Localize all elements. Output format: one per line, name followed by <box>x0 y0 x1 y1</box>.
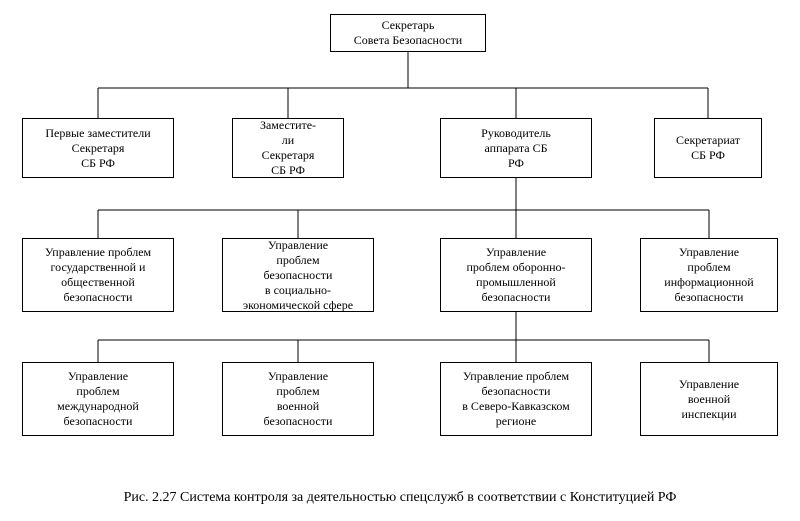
node-l3-2: Управление проблем военной безопасности <box>222 362 374 436</box>
node-l2-3: Управление проблем оборонно- промышленно… <box>440 238 592 312</box>
node-root: Секретарь Совета Безопасности <box>330 14 486 52</box>
node-l1-1: Первые заместители Секретаря СБ РФ <box>22 118 174 178</box>
node-l1-4: Секретариат СБ РФ <box>654 118 762 178</box>
node-l2-2: Управление проблем безопасности в социал… <box>222 238 374 312</box>
node-l1-2: Заместите- ли Секретаря СБ РФ <box>232 118 344 178</box>
node-l3-1: Управление проблем международной безопас… <box>22 362 174 436</box>
node-l3-4: Управление военной инспекции <box>640 362 778 436</box>
figure-caption: Рис. 2.27 Система контроля за деятельнос… <box>0 490 800 506</box>
node-l2-1: Управление проблем государственной и общ… <box>22 238 174 312</box>
node-l3-3: Управление проблем безопасности в Северо… <box>440 362 592 436</box>
node-l1-3: Руководитель аппарата СБ РФ <box>440 118 592 178</box>
node-l2-4: Управление проблем информационной безопа… <box>640 238 778 312</box>
